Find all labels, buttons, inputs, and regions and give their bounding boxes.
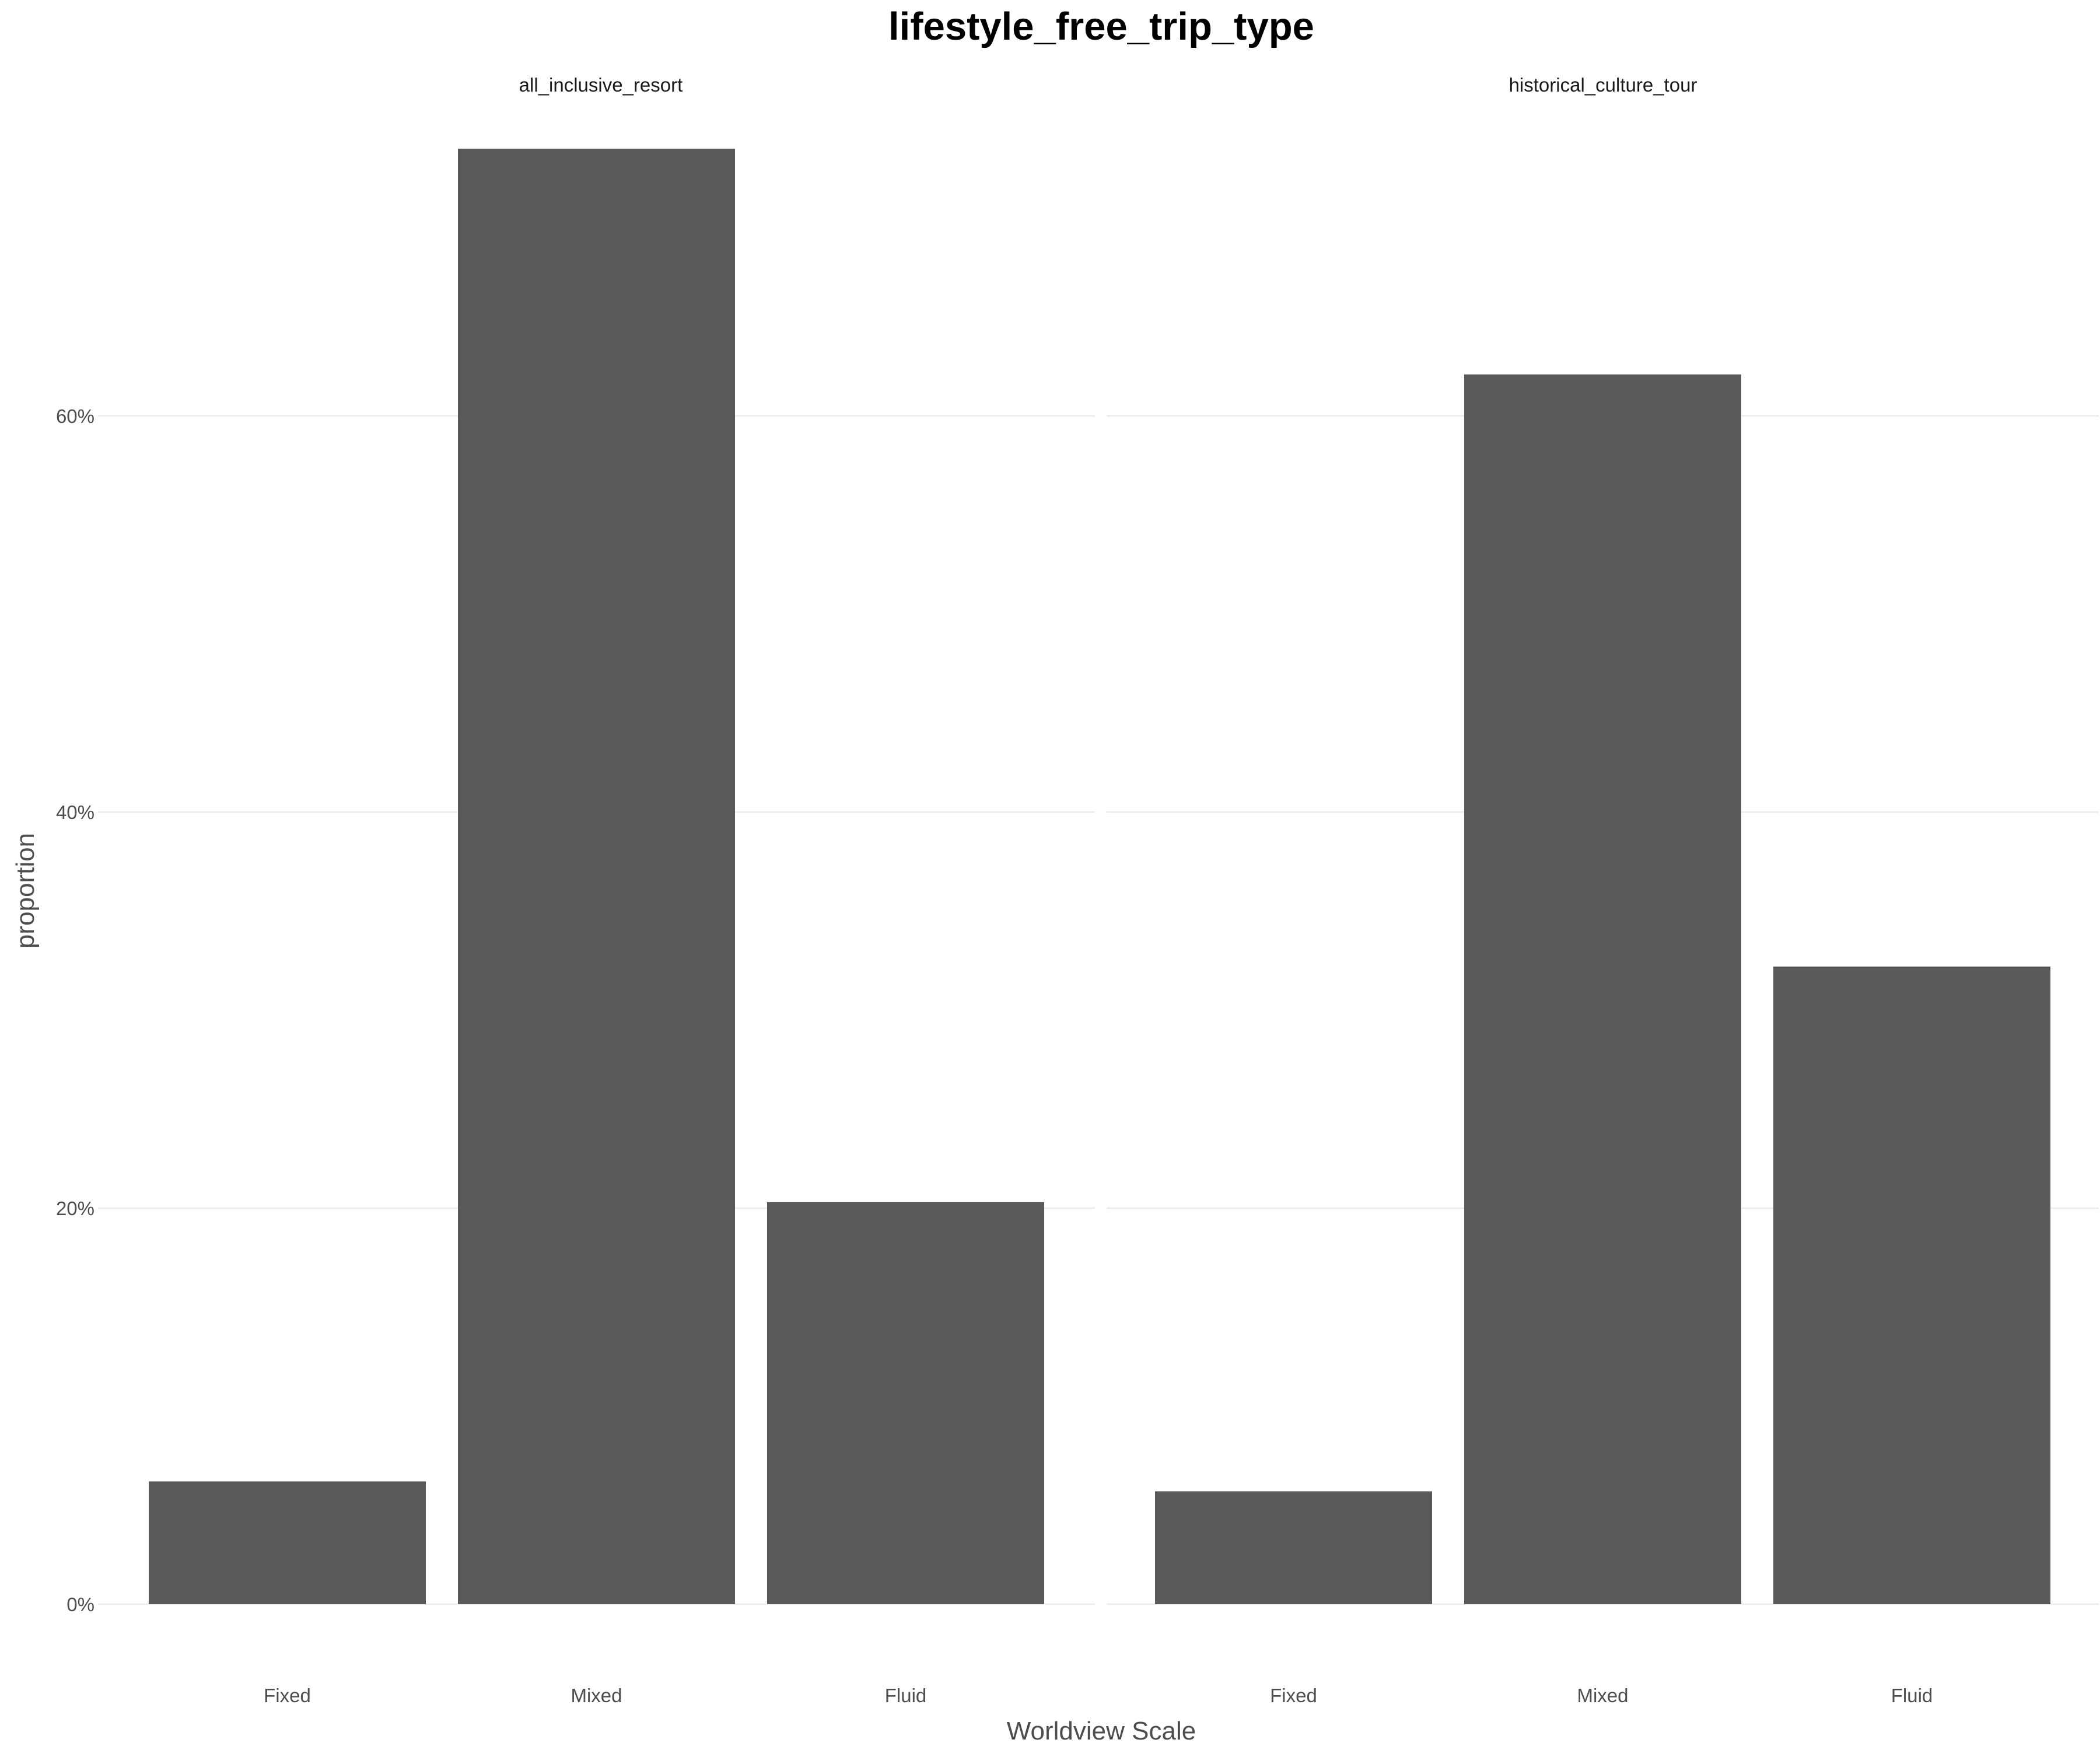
bars xyxy=(149,148,1044,1605)
bar-mixed xyxy=(458,148,735,1605)
x-tick-label: Mixed xyxy=(1577,1685,1628,1706)
x-tick-labels: Fixed Mixed Fluid xyxy=(1270,1685,1933,1706)
bar-fluid xyxy=(767,1202,1044,1604)
bar-fixed xyxy=(149,1481,426,1604)
y-tick-label: 20% xyxy=(56,1198,94,1219)
facet-strip-label: historical_culture_tour xyxy=(1509,74,1698,96)
bar-fluid xyxy=(1773,966,2050,1604)
y-tick-labels: 0% 20% 40% 60% xyxy=(56,405,94,1615)
x-tick-label: Fluid xyxy=(885,1685,927,1706)
bar-fixed xyxy=(1155,1491,1432,1604)
y-axis-title: proportion xyxy=(11,833,40,949)
chart-title: lifestyle_free_trip_type xyxy=(888,5,1314,48)
x-tick-labels: Fixed Mixed Fluid xyxy=(264,1685,926,1706)
y-tick-label: 40% xyxy=(56,802,94,823)
x-tick-label: Fixed xyxy=(1270,1685,1317,1706)
x-axis-title: Worldview Scale xyxy=(1007,1717,1196,1745)
x-tick-label: Fluid xyxy=(1891,1685,1933,1706)
facet-panel-historical-culture-tour: historical_culture_tour Fixed Mixed Flui… xyxy=(1107,74,2099,1706)
facet-strip-label: all_inclusive_resort xyxy=(519,74,683,96)
x-tick-label: Mixed xyxy=(570,1685,622,1706)
y-tick-label: 0% xyxy=(66,1594,94,1615)
bars xyxy=(1155,374,2050,1604)
facet-panel-all-inclusive-resort: all_inclusive_resort Fixed Mixed Fluid xyxy=(98,74,1095,1706)
bar-mixed xyxy=(1464,374,1741,1604)
y-tick-label: 60% xyxy=(56,405,94,427)
x-tick-label: Fixed xyxy=(264,1685,311,1706)
